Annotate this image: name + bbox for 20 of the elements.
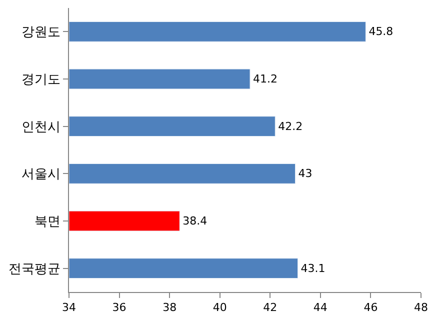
x-tick-label: 36 [112, 301, 126, 314]
data-label: 43 [298, 167, 312, 180]
y-tick-label: 서울시 [21, 167, 60, 182]
y-tick-label: 북면 [34, 214, 60, 230]
y-tick-label: 전국평균 [8, 262, 60, 277]
data-label: 38.4 [182, 214, 208, 228]
data-label: 45.8 [368, 25, 394, 38]
y-tick-label: 인천시 [21, 120, 60, 135]
x-tick-label: 40 [212, 301, 227, 314]
data-label: 41.2 [253, 72, 278, 86]
y-tick-label: 강원도 [21, 25, 60, 40]
x-tick-label: 46 [364, 301, 378, 314]
data-label: 43.1 [300, 262, 326, 275]
data-label: 42.2 [278, 120, 303, 133]
x-tick-label: 44 [313, 301, 328, 314]
x-tick-label: 38 [162, 301, 177, 314]
x-tick-label: 34 [62, 301, 76, 314]
x-tick-label: 48 [414, 301, 428, 314]
y-tick-label: 경기도 [21, 72, 60, 88]
x-tick-label: 42 [263, 301, 278, 314]
